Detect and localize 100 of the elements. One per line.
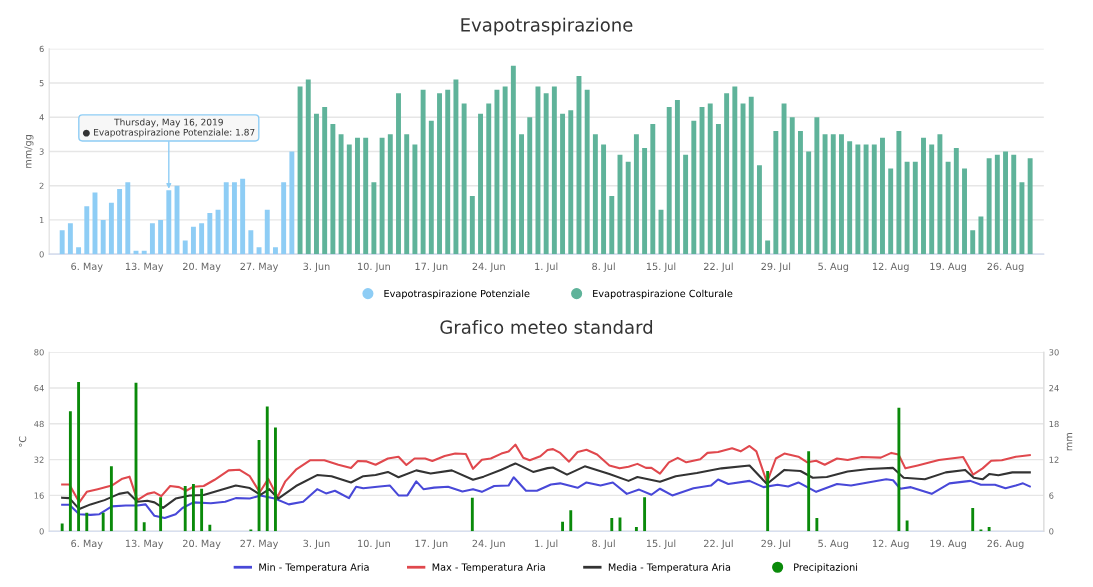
y-tick-label: 6 — [39, 45, 44, 53]
bar — [1011, 154, 1017, 255]
x-tick-label: 15. Jul — [646, 539, 676, 549]
y-tick-label: 3 — [39, 148, 44, 155]
bar — [633, 134, 639, 255]
bar — [929, 144, 935, 255]
bar — [240, 178, 246, 255]
bar — [223, 182, 229, 255]
bar — [200, 488, 204, 532]
bar — [1019, 182, 1025, 255]
bar — [264, 209, 270, 255]
bar — [125, 182, 131, 255]
bar — [847, 141, 853, 255]
bar — [806, 151, 812, 255]
bar — [428, 120, 434, 255]
y2-tick-label: 24 — [1049, 384, 1059, 392]
bar — [986, 158, 992, 255]
line-series — [61, 443, 1031, 504]
bar — [355, 137, 360, 255]
bar — [789, 117, 795, 255]
bar — [822, 134, 828, 255]
bar — [289, 151, 295, 255]
x-tick-label: 12. Aug — [872, 539, 909, 549]
y-tick-label: 2 — [39, 182, 44, 189]
x-tick-label: 22. Jul — [704, 262, 733, 272]
bar — [256, 247, 262, 255]
bar — [281, 182, 287, 255]
y-tick-label: 32 — [34, 456, 44, 463]
bar — [937, 134, 943, 255]
bar — [85, 512, 89, 532]
annotation: Thursday, May 16, 2019 ● Evapotraspirazione Potenziale: 1.87 — [82, 118, 255, 138]
line-series — [61, 476, 1031, 520]
bar — [199, 223, 205, 255]
bar — [912, 161, 918, 255]
y-axis-title: °C — [18, 436, 27, 447]
x-tick-label: 19. Aug — [930, 539, 966, 549]
bar — [880, 137, 885, 255]
bar — [945, 161, 951, 255]
bar — [396, 93, 401, 255]
bar — [207, 213, 213, 255]
bar — [1003, 151, 1008, 255]
legend-label: Max - Temperatura Aria — [432, 563, 545, 573]
y-tick-label: 0 — [39, 528, 44, 535]
bar — [469, 195, 475, 255]
bar — [855, 144, 861, 255]
x-tick-label: 13. May — [125, 262, 164, 272]
x-tick-label: 3. Jun — [303, 539, 330, 549]
x-tick-label: 10. Jun — [358, 262, 390, 272]
bar — [76, 247, 82, 255]
bar — [314, 113, 319, 255]
bar — [445, 89, 451, 255]
bar — [412, 144, 418, 255]
bar — [60, 523, 64, 532]
bar — [625, 161, 631, 255]
bar — [77, 382, 81, 532]
bar — [642, 148, 648, 255]
bar — [158, 219, 164, 255]
bar — [191, 484, 195, 532]
bar — [797, 130, 803, 255]
bar — [265, 406, 269, 532]
y-tick-label: 64 — [34, 384, 44, 392]
x-tick-label: 26. Aug — [987, 262, 1024, 272]
bar — [84, 206, 90, 255]
bar — [691, 120, 697, 255]
x-tick-label: 22. Jul — [704, 539, 733, 549]
bar — [643, 497, 647, 532]
bar — [962, 168, 967, 255]
bar — [346, 144, 352, 255]
x-tick-label: 19. Aug — [930, 262, 966, 272]
bar — [756, 165, 762, 255]
y-tick-label: 80 — [34, 349, 44, 356]
bar — [569, 510, 573, 532]
bar — [765, 240, 771, 255]
bar — [674, 100, 680, 255]
bar — [888, 168, 894, 255]
x-tick-label: 5. Aug — [818, 539, 849, 549]
bar — [297, 86, 303, 255]
bar — [510, 65, 516, 255]
chart-title: Grafico meteo standard — [440, 319, 653, 334]
bar — [715, 124, 721, 255]
bar — [190, 226, 196, 255]
bar — [814, 117, 820, 255]
x-tick-label: 29. Jul — [761, 262, 791, 272]
chart-title: Evapotraspirazione — [461, 17, 633, 36]
y2-tick-label: 30 — [1049, 349, 1059, 356]
bar — [231, 182, 237, 255]
x-tick-label: 8. Jul — [592, 539, 615, 549]
bar — [987, 527, 991, 532]
bar — [896, 130, 902, 255]
bar — [68, 411, 72, 532]
x-tick-label: 20. May — [183, 539, 221, 549]
bar — [897, 407, 901, 532]
legend-label: Media - Temperatura Aria — [608, 563, 731, 573]
bar — [748, 96, 754, 255]
bar — [519, 134, 525, 255]
x-tick-label: 12. Aug — [872, 262, 909, 272]
x-tick-label: 24. Jun — [472, 539, 505, 549]
bar — [781, 103, 787, 255]
y2-axis-title: mm — [1066, 433, 1073, 451]
bar — [561, 521, 564, 532]
